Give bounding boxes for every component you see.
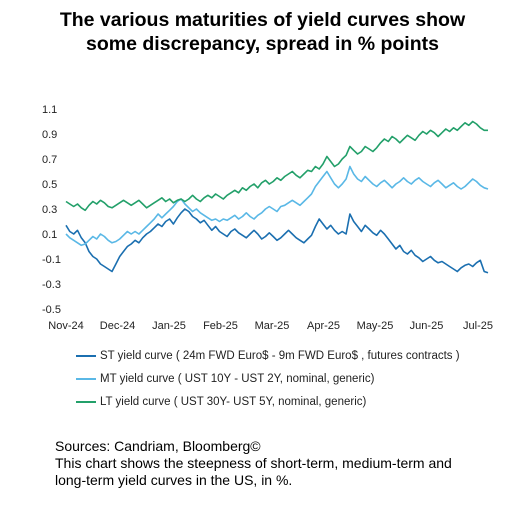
legend-swatch-st	[76, 354, 96, 357]
chart-svg: 1.1 0.9 0.7 0.5 0.3 0.1 -0.1 -0.3 -0.5 Nov-24 Dec…	[42, 104, 493, 332]
y-tick-label: 0.7	[42, 154, 57, 166]
series-lines	[65, 120, 489, 274]
x-tick-label: Dec-24	[100, 320, 135, 332]
y-tick-label: 1.1	[42, 104, 57, 116]
title-line-2: some discrepancy, spread in % points	[86, 33, 439, 55]
x-tick-label: Feb-25	[203, 320, 238, 332]
title-line-1: The various maturities of yield curves s…	[59, 9, 466, 31]
x-axis-ticks: Nov-24 Dec-24 Jan-25 Feb-25 Mar-25 Apr-25 May-…	[48, 320, 493, 332]
footer-note-line-1: This chart shows the steepness of short-…	[55, 455, 452, 471]
x-tick-label: Nov-24	[48, 320, 83, 332]
footer-notes: Sources: Candriam, Bloomberg© This chart…	[55, 438, 452, 489]
y-axis-ticks: 1.1 0.9 0.7 0.5 0.3 0.1 -0.1 -0.3 -0.5	[42, 104, 61, 316]
y-tick-label: -0.1	[42, 254, 61, 266]
legend-label-st: ST yield curve ( 24m FWD Euro$ - 9m FWD …	[100, 349, 460, 362]
legend-label-mt: MT yield curve ( UST 10Y - UST 2Y, nomin…	[100, 372, 375, 385]
x-tick-label: Jul-25	[463, 320, 493, 332]
chart-title: The various maturities of yield curves s…	[0, 8, 525, 56]
legend: ST yield curve ( 24m FWD Euro$ - 9m FWD …	[76, 344, 460, 413]
x-tick-label: Apr-25	[307, 320, 340, 332]
legend-item-st: ST yield curve ( 24m FWD Euro$ - 9m FWD …	[76, 344, 460, 367]
legend-label-lt: LT yield curve ( UST 30Y- UST 5Y, nomina…	[100, 395, 367, 408]
y-tick-label: 0.3	[42, 204, 57, 216]
footer-source: Sources: Candriam, Bloomberg©	[55, 438, 261, 454]
x-tick-label: Jan-25	[152, 320, 186, 332]
st-yield-curve-line	[65, 208, 489, 274]
legend-item-mt: MT yield curve ( UST 10Y - UST 2Y, nomin…	[76, 367, 460, 390]
footer-note-line-2: long-term yield curves in the US, in %.	[55, 472, 293, 488]
legend-item-lt: LT yield curve ( UST 30Y- UST 5Y, nomina…	[76, 390, 460, 413]
mt-yield-curve-line	[65, 165, 489, 247]
x-tick-label: May-25	[357, 320, 394, 332]
y-tick-label: 0.1	[42, 229, 57, 241]
y-tick-label: -0.3	[42, 279, 61, 291]
x-tick-label: Jun-25	[410, 320, 444, 332]
legend-swatch-mt	[76, 377, 96, 380]
lt-yield-curve-line	[65, 120, 488, 212]
y-tick-label: -0.5	[42, 304, 61, 316]
y-tick-label: 0.5	[42, 179, 57, 191]
x-tick-label: Mar-25	[255, 320, 290, 332]
y-tick-label: 0.9	[42, 129, 57, 141]
legend-swatch-lt	[76, 400, 96, 403]
